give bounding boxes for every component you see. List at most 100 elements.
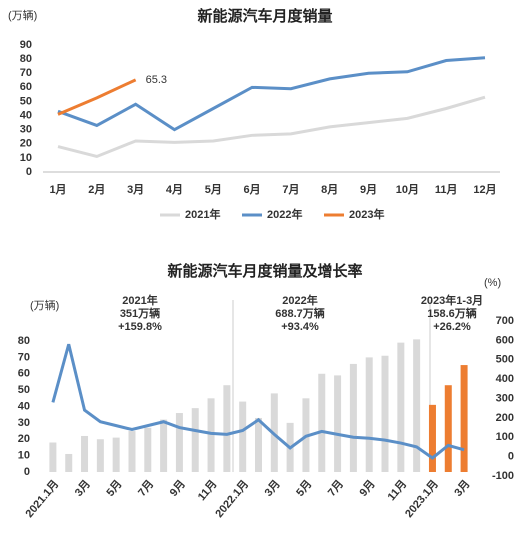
bar [444, 385, 452, 472]
bar [175, 413, 183, 472]
bar [191, 408, 199, 472]
x-tick-label: 9月 [360, 183, 377, 196]
y-tick-label: 80 [20, 53, 32, 65]
line [51, 343, 465, 460]
y-tick-label: 30 [18, 417, 30, 429]
y-tick-label: 20 [18, 433, 30, 445]
bar [207, 398, 215, 472]
y-tick-label: 80 [18, 335, 30, 347]
x-tick-label: 4月 [166, 183, 183, 196]
y2-tick-label: 300 [496, 392, 514, 404]
y2-tick-label: 500 [496, 354, 514, 366]
annotation: +159.8% [118, 321, 162, 333]
x-tick-label: 7月 [282, 183, 299, 196]
y-tick-label: 70 [20, 67, 32, 79]
y2-tick-label: -100 [492, 470, 514, 482]
bar [112, 437, 120, 472]
legend-label: 2022年 [267, 207, 302, 221]
bar [160, 419, 168, 472]
bar [397, 342, 405, 472]
annotation: 688.7万辆 [275, 306, 325, 320]
x-tick-label: 6月 [244, 183, 261, 196]
bar [365, 357, 373, 472]
annotation: 2023年1-3月 [421, 293, 483, 307]
chart-title: 新能源汽车月度销量及增长率 [167, 262, 362, 280]
bar [460, 365, 468, 472]
bar [128, 431, 136, 472]
y-tick-label: 50 [18, 384, 30, 396]
x-tick-label: 5月 [205, 183, 222, 196]
line [57, 95, 486, 159]
bar [81, 435, 89, 472]
x-tick-label: 3月 [452, 477, 473, 498]
annotation: 2021年 [122, 293, 157, 307]
y2-tick-label: 400 [496, 373, 514, 385]
x-tick-label: 3月 [262, 477, 283, 498]
y2-axis-label: (%) [484, 277, 501, 289]
y-tick-label: 0 [26, 166, 32, 178]
annotation: 158.6万辆 [427, 306, 477, 320]
x-tick-label: 2月 [88, 183, 105, 196]
bar [49, 442, 57, 472]
x-tick-label: 9月 [167, 477, 188, 498]
chart-title: 新能源汽车月度销量 [197, 7, 332, 25]
line [57, 78, 137, 116]
bar [255, 417, 262, 472]
y-tick-label: 70 [18, 351, 30, 363]
legend-label: 2021年 [185, 207, 220, 221]
legend-label: 2023年 [349, 207, 384, 221]
annotation: +93.4% [281, 321, 319, 333]
x-tick-label: 11月 [385, 477, 410, 503]
y-axis-label: (万辆) [8, 8, 37, 22]
x-tick-label: 10月 [396, 183, 419, 196]
annotation: +26.2% [433, 321, 471, 333]
y-tick-label: 90 [20, 39, 32, 51]
bar [334, 375, 342, 472]
x-tick-label: 3月 [72, 477, 93, 498]
x-tick-label: 2022.1月 [213, 477, 252, 520]
y-tick-label: 20 [20, 138, 32, 150]
y-tick-label: 0 [24, 466, 30, 478]
annotation: 2022年 [282, 293, 317, 307]
y-tick-label: 40 [20, 109, 32, 121]
x-tick-label: 11月 [195, 477, 220, 503]
bar [144, 427, 152, 472]
x-tick-label: 5月 [294, 477, 315, 498]
bar [413, 339, 421, 472]
y-tick-label: 60 [20, 81, 32, 93]
bar [349, 363, 357, 472]
y2-tick-label: 100 [496, 431, 514, 443]
x-tick-label: 9月 [357, 477, 378, 498]
bar [239, 401, 247, 472]
y-tick-label: 50 [20, 95, 32, 107]
y-tick-label: 40 [18, 400, 30, 412]
y-axis-label: (万辆) [30, 298, 59, 312]
bar [381, 355, 389, 472]
bar [318, 373, 326, 472]
y-tick-label: 10 [18, 450, 30, 462]
x-tick-label: 1月 [49, 183, 66, 196]
x-tick-label: 12月 [473, 183, 496, 196]
y-tick-label: 30 [20, 124, 32, 136]
x-tick-label: 11月 [435, 183, 458, 196]
bar [65, 453, 73, 472]
data-label: 65.3 [146, 74, 167, 86]
y-tick-label: 10 [20, 152, 32, 164]
y2-tick-label: 0 [508, 451, 514, 463]
bar [96, 439, 104, 472]
bar [428, 404, 436, 472]
y2-tick-label: 200 [496, 412, 514, 424]
x-tick-label: 2021.1月 [23, 477, 62, 520]
line [57, 56, 486, 132]
x-tick-label: 3月 [127, 183, 144, 196]
x-tick-label: 7月 [325, 477, 346, 498]
y2-tick-label: 600 [496, 334, 514, 346]
y2-tick-label: 700 [496, 315, 514, 327]
x-tick-label: 5月 [104, 477, 125, 498]
y-tick-label: 60 [18, 368, 30, 380]
x-tick-label: 8月 [321, 183, 338, 196]
annotation: 351万辆 [120, 306, 160, 320]
bar [223, 385, 231, 472]
x-tick-label: 2023.1月 [402, 477, 441, 520]
